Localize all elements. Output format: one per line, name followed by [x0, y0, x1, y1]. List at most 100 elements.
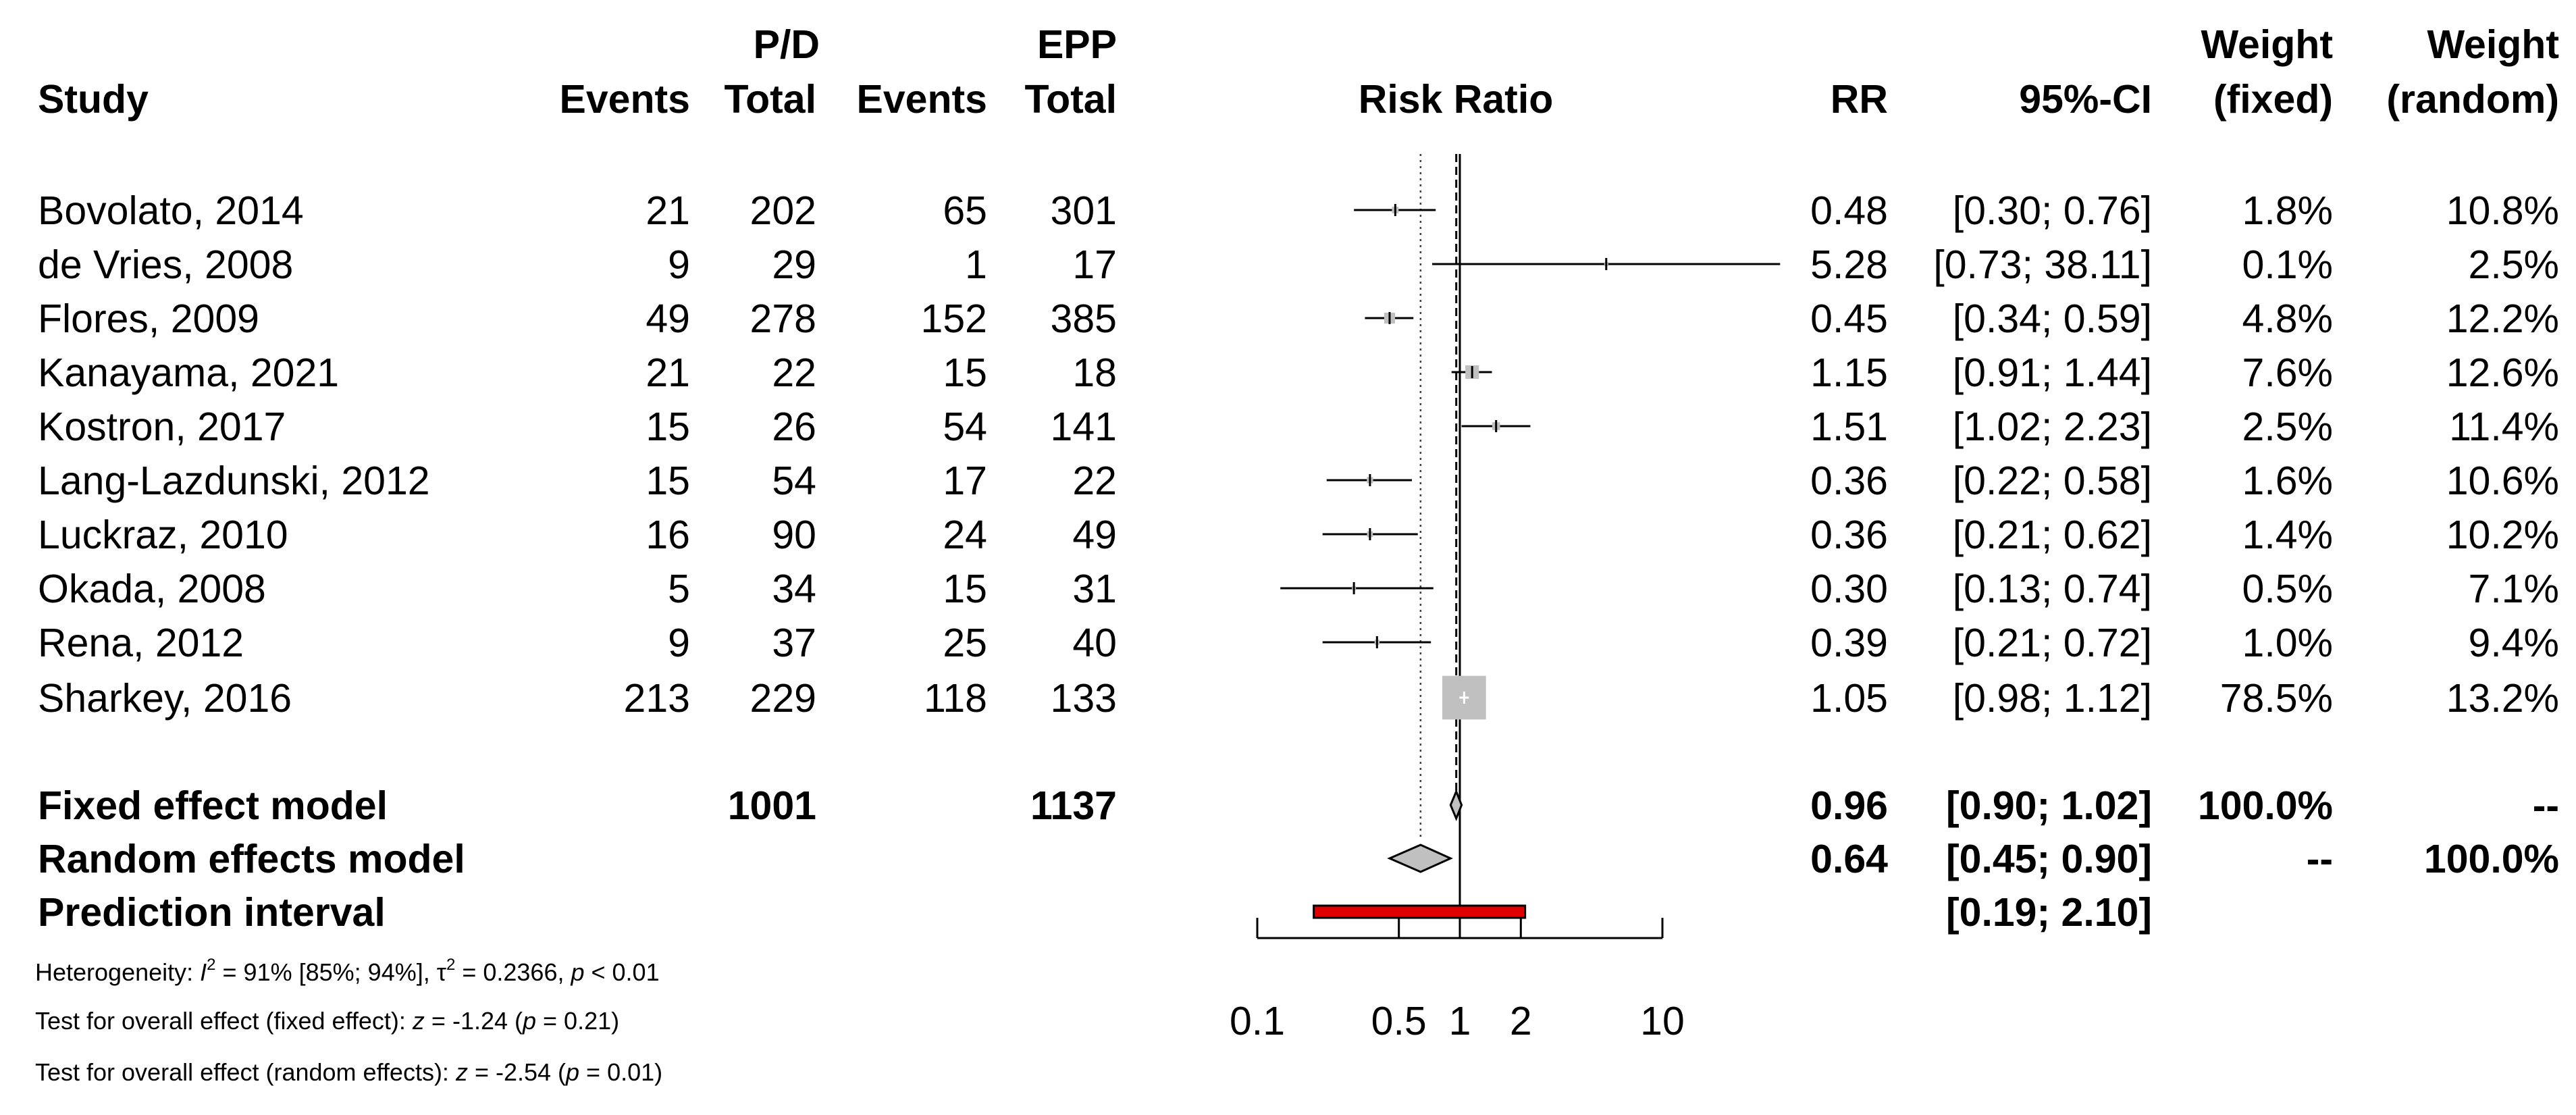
test-fixed-z-value: = -1.24 (	[425, 1007, 523, 1035]
heterogeneity-p-symbol: p	[570, 958, 584, 986]
ci-cell: [0.22; 0.58]	[1953, 459, 2152, 503]
epp-total-cell: 18	[1072, 351, 1117, 395]
ci-cell: [1.02; 2.23]	[1953, 405, 2152, 449]
risk-ratio-title: Risk Ratio	[1359, 77, 1554, 122]
weight-random-cell: 13.2%	[2446, 676, 2559, 721]
pd-events-cell: 9	[668, 242, 690, 287]
test-random-z-value: = -2.54 (	[468, 1058, 566, 1086]
test-random-p-symbol: p	[565, 1058, 579, 1086]
random-effect-diamond	[1387, 844, 1453, 873]
epp-events-cell: 118	[924, 676, 987, 721]
prediction-model-label: Prediction interval	[38, 890, 386, 935]
pd-total-cell: 229	[750, 676, 816, 721]
epp-total-cell: 385	[1051, 296, 1117, 341]
rr-cell: 0.36	[1810, 513, 1888, 557]
weight-random-cell: 10.8%	[2446, 188, 2559, 233]
test-fixed-footnote: Test for overall effect (fixed effect): …	[35, 1007, 619, 1035]
fixed-pd-total: 1001	[728, 783, 816, 828]
epp-total-cell: 141	[1051, 405, 1117, 449]
column-headers: P/D EPP Weight Weight Study Events Total…	[38, 22, 2559, 122]
pd-total-cell: 22	[772, 351, 816, 395]
epp-total-cell: 301	[1051, 188, 1117, 233]
test-random-prefix: Test for overall effect (random effects)…	[35, 1058, 456, 1086]
pd-events-cell: 5	[668, 567, 690, 611]
pd-total-header: Total	[724, 77, 816, 122]
summary-rows: Fixed effect model 1001 1137 0.96 [0.90; 1.0…	[38, 783, 2559, 935]
ci-cell: [0.30; 0.76]	[1953, 188, 2152, 233]
ci-cell: [0.91; 1.44]	[1953, 351, 2152, 395]
rr-cell: 5.28	[1810, 242, 1888, 287]
study-name: Kanayama, 2021	[38, 351, 339, 395]
random-weight-random: 100.0%	[2424, 837, 2559, 881]
epp-total-cell: 31	[1072, 567, 1117, 611]
heterogeneity-i-value: = 91% [85%; 94%],	[216, 958, 437, 986]
random-ci: [0.45; 0.90]	[1946, 837, 2152, 881]
weight-fixed-header: (fixed)	[2213, 77, 2333, 122]
rr-header: RR	[1831, 77, 1888, 122]
footnotes: Heterogeneity: I2 = 91% [85%; 94%], τ2 =…	[35, 956, 662, 1086]
epp-group-header: EPP	[1037, 22, 1117, 67]
heterogeneity-prefix: Heterogeneity:	[35, 958, 200, 986]
pd-group-header: P/D	[754, 22, 820, 67]
heterogeneity-tau-value: = 0.2366,	[455, 958, 571, 986]
weight-fixed-header-line1: Weight	[2427, 22, 2559, 67]
test-fixed-prefix: Test for overall effect (fixed effect):	[35, 1007, 413, 1035]
prediction-interval-bar	[1313, 904, 1527, 919]
test-random-footnote: Test for overall effect (random effects)…	[35, 1058, 662, 1086]
test-random-p-value: = 0.01)	[579, 1058, 662, 1086]
pd-events-cell: 9	[668, 621, 690, 665]
weight-random-cell: 12.2%	[2446, 296, 2559, 341]
x-axis-tick-label: 0.1	[1230, 999, 1285, 1043]
weight-fixed-cell: 0.1%	[2242, 242, 2333, 287]
ci-cell: [0.21; 0.72]	[1953, 621, 2152, 665]
weight-random-header: (random)	[2386, 77, 2559, 122]
weight-random-cell: 11.4%	[2449, 405, 2559, 449]
x-axis-tick-label: 10	[1640, 999, 1685, 1043]
pd-total-cell: 26	[772, 405, 816, 449]
weight-fixed-cell: 4.8%	[2242, 296, 2333, 341]
epp-events-cell: 65	[943, 188, 987, 233]
epp-events-cell: 54	[943, 405, 987, 449]
epp-events-header: Events	[857, 77, 987, 122]
heterogeneity-tau-superscript: 2	[446, 956, 455, 974]
study-name: Okada, 2008	[38, 567, 266, 611]
study-header: Study	[38, 77, 149, 122]
pd-total-cell: 37	[772, 621, 816, 665]
test-fixed-p-symbol: p	[522, 1007, 536, 1035]
heterogeneity-p-value: < 0.01	[585, 958, 660, 986]
weight-fixed-cell: 0.5%	[2242, 567, 2333, 611]
epp-total-header: Total	[1024, 77, 1117, 122]
heterogeneity-i-superscript: 2	[207, 956, 215, 974]
ci-cell: [0.21; 0.62]	[1953, 513, 2152, 557]
study-name: Rena, 2012	[38, 621, 244, 665]
ci-cell: [0.13; 0.74]	[1953, 567, 2152, 611]
weight-fixed-cell: 1.6%	[2242, 459, 2333, 503]
fixed-model-label: Fixed effect model	[38, 783, 388, 828]
weight-random-cell: 7.1%	[2469, 567, 2559, 611]
pd-total-cell: 202	[750, 188, 816, 233]
random-rr: 0.64	[1810, 837, 1888, 881]
rr-cell: 0.48	[1810, 188, 1888, 233]
x-axis-tick-label: 1	[1449, 999, 1471, 1043]
heterogeneity-footnote: Heterogeneity: I2 = 91% [85%; 94%], τ2 =…	[35, 956, 660, 986]
weight-fixed-cell: 1.4%	[2242, 513, 2333, 557]
weight-fixed-cell: 78.5%	[2220, 676, 2333, 721]
ci-header: 95%-CI	[2019, 77, 2152, 122]
epp-events-cell: 25	[943, 621, 987, 665]
study-name: Luckraz, 2010	[38, 513, 288, 557]
fixed-weight-fixed: 100.0%	[2198, 783, 2333, 828]
test-fixed-z-symbol: z	[412, 1007, 425, 1035]
weight-random-cell: 2.5%	[2469, 242, 2559, 287]
test-random-z-symbol: z	[455, 1058, 468, 1086]
pd-events-cell: 21	[646, 188, 690, 233]
weight-random-cell: 10.2%	[2446, 513, 2559, 557]
pd-events-cell: 49	[646, 296, 690, 341]
epp-events-cell: 17	[943, 459, 987, 503]
fixed-epp-total: 1137	[1030, 783, 1117, 828]
pd-total-cell: 29	[772, 242, 816, 287]
study-name: de Vries, 2008	[38, 242, 293, 287]
study-name: Kostron, 2017	[38, 405, 286, 449]
weight-fixed-cell: 1.8%	[2242, 188, 2333, 233]
